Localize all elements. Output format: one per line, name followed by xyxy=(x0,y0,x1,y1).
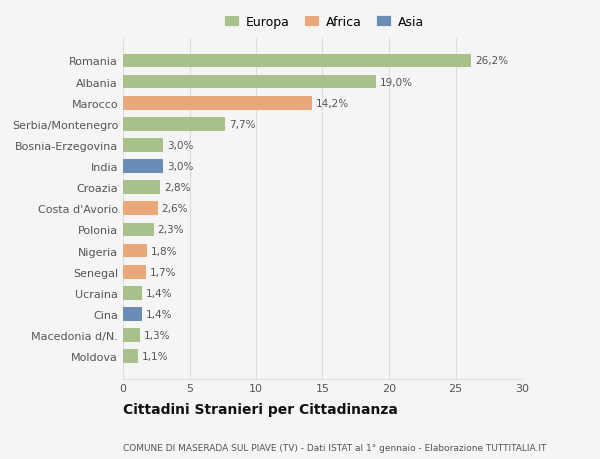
Text: 1,7%: 1,7% xyxy=(149,267,176,277)
Legend: Europa, Africa, Asia: Europa, Africa, Asia xyxy=(221,13,427,31)
Text: 3,0%: 3,0% xyxy=(167,140,193,151)
Text: 1,4%: 1,4% xyxy=(146,309,172,319)
Bar xyxy=(123,118,226,131)
Bar xyxy=(123,350,137,363)
Text: Cittadini Stranieri per Cittadinanza: Cittadini Stranieri per Cittadinanza xyxy=(123,402,398,416)
Text: 1,1%: 1,1% xyxy=(142,352,168,361)
Bar xyxy=(123,181,160,195)
Text: 1,3%: 1,3% xyxy=(144,330,171,340)
Text: 2,3%: 2,3% xyxy=(158,225,184,235)
Bar xyxy=(123,160,163,174)
Text: 26,2%: 26,2% xyxy=(475,56,509,66)
Text: 7,7%: 7,7% xyxy=(229,119,256,129)
Text: 2,6%: 2,6% xyxy=(161,204,188,214)
Text: 3,0%: 3,0% xyxy=(167,162,193,172)
Bar xyxy=(123,76,376,89)
Text: 14,2%: 14,2% xyxy=(316,99,349,108)
Bar xyxy=(123,244,147,258)
Text: 1,4%: 1,4% xyxy=(146,288,172,298)
Text: 2,8%: 2,8% xyxy=(164,183,191,193)
Bar xyxy=(123,202,158,216)
Bar xyxy=(123,96,312,110)
Bar xyxy=(123,139,163,152)
Bar xyxy=(123,55,472,68)
Bar xyxy=(123,308,142,321)
Text: COMUNE DI MASERADA SUL PIAVE (TV) - Dati ISTAT al 1° gennaio - Elaborazione TUTT: COMUNE DI MASERADA SUL PIAVE (TV) - Dati… xyxy=(123,443,547,452)
Bar xyxy=(123,265,146,279)
Text: 19,0%: 19,0% xyxy=(380,78,413,87)
Bar xyxy=(123,223,154,237)
Bar xyxy=(123,329,140,342)
Text: 1,8%: 1,8% xyxy=(151,246,178,256)
Bar xyxy=(123,286,142,300)
